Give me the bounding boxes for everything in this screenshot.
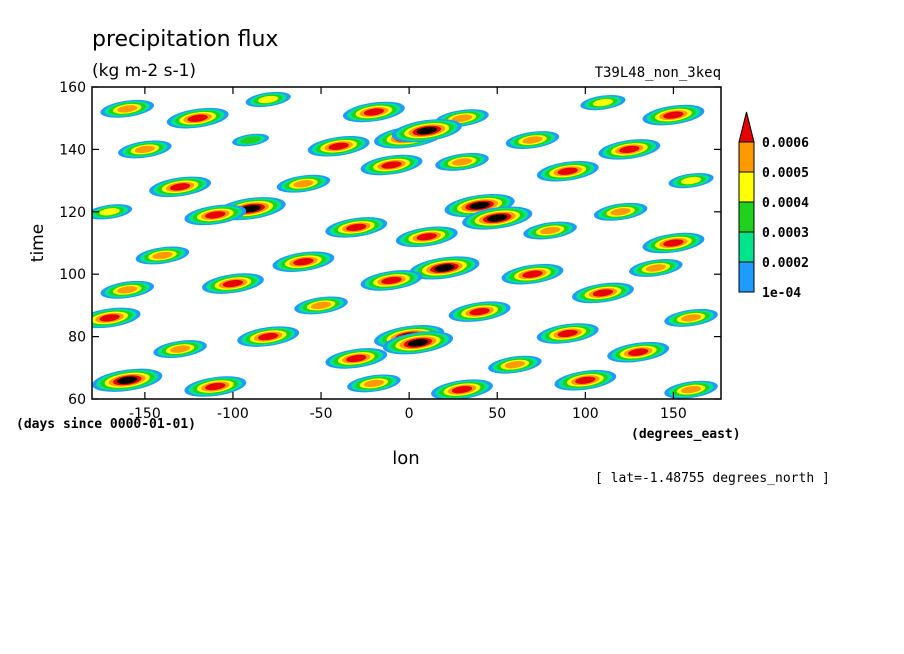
precip-cell: [431, 379, 493, 399]
y-tick-label: 60: [68, 392, 86, 408]
colorbar-label: 0.0003: [762, 226, 809, 241]
colorbar-segment: [738, 261, 755, 293]
y-axis-label: time: [28, 224, 48, 262]
precip-cell: [391, 119, 462, 143]
y-tick-label: 100: [59, 267, 86, 283]
precip-cell: [149, 176, 212, 198]
precip-cell: [166, 107, 229, 129]
precip-cell: [536, 323, 599, 344]
precip-cell: [92, 368, 163, 392]
precip-cell: [642, 104, 705, 126]
precip-cell: [276, 174, 331, 193]
x-tick-label: 50: [488, 406, 506, 422]
x-tick-label: -100: [217, 406, 249, 422]
precip-cell: [554, 370, 617, 391]
run-label: T39L48_non_3keq: [595, 65, 721, 81]
precip-cell: [245, 91, 291, 108]
colorbar-label: 0.0002: [762, 256, 809, 271]
precip-cell: [342, 101, 405, 123]
x-tick-label: -50: [310, 406, 333, 422]
precip-cell: [664, 380, 718, 399]
precip-cell: [593, 202, 648, 221]
precip-cell: [360, 154, 423, 176]
precip-cell: [629, 259, 683, 277]
plot-area: [91, 86, 722, 400]
precip-cell: [237, 326, 300, 347]
precip-cell: [294, 296, 348, 315]
precip-cell: [92, 307, 141, 329]
x-tick-label: 0: [405, 406, 414, 422]
precip-cell: [347, 374, 401, 393]
x-axis-units: (degrees_east): [631, 427, 741, 442]
colorbar-label: 0.0006: [762, 136, 809, 151]
precip-cell: [505, 131, 560, 149]
precip-cell: [202, 273, 264, 294]
precip-cell: [118, 140, 172, 159]
precip-cell: [153, 340, 207, 359]
precip-cell: [607, 341, 670, 363]
precip-cell: [100, 280, 154, 299]
precip-cell: [488, 355, 542, 374]
precip-cell: [395, 226, 458, 248]
precip-cell: [580, 94, 626, 111]
y-tick-label: 80: [68, 330, 86, 346]
x-axis-label: lon: [392, 448, 419, 469]
precip-cell: [272, 251, 335, 272]
precip-cell: [598, 139, 661, 160]
chart-units: (kg m-2 s-1): [92, 61, 196, 81]
precip-cell: [184, 376, 247, 397]
colorbar-label: 0.0005: [762, 166, 809, 181]
precip-cell: [668, 172, 714, 189]
precip-cell: [409, 256, 480, 280]
precip-cell: [572, 282, 634, 304]
y-tick-label: 160: [59, 80, 86, 96]
colorbar-label: 0.0004: [762, 196, 809, 211]
precip-cell: [92, 204, 133, 220]
precip-cell: [664, 308, 718, 327]
precip-cell: [642, 232, 705, 254]
colorbar-label: 1e-04: [762, 286, 801, 301]
precip-cell: [360, 270, 423, 291]
x-tick-label: 100: [572, 406, 599, 422]
colorbar-segment: [738, 171, 755, 203]
precip-cell: [501, 263, 564, 285]
y-axis-units: (days since 0000-01-01): [16, 417, 196, 432]
precip-cell: [325, 217, 388, 238]
y-tick-label: 140: [59, 142, 86, 158]
precip-cell: [215, 197, 286, 221]
colorbar-segment: [738, 201, 755, 233]
precip-cell: [325, 348, 388, 369]
precip-cell: [135, 246, 190, 265]
colorbar-arrow: [738, 111, 755, 143]
x-axis: -150 -100 -50 0 50 100 150: [129, 87, 687, 422]
colorbar: 1e-04 0.0002 0.0003 0.0004 0.0005 0.0006: [738, 111, 809, 301]
y-axis: 60 80 100 120 140 160: [59, 80, 721, 408]
precip-cell: [448, 301, 511, 322]
plot-frame: [91, 86, 722, 400]
slice-note: [ lat=-1.48755 degrees_north ]: [595, 471, 830, 486]
precip-cell: [232, 133, 270, 147]
x-tick-label: 150: [660, 406, 687, 422]
precip-cell: [523, 221, 577, 240]
precip-cell: [184, 204, 247, 226]
precip-cell: [536, 160, 599, 182]
precip-cell: [100, 99, 154, 118]
precip-cell: [462, 206, 533, 230]
precip-cell: [382, 331, 454, 355]
y-tick-label: 120: [59, 205, 86, 221]
colorbar-segment: [738, 141, 755, 173]
x-tick-label: -150: [129, 406, 161, 422]
chart-title: precipitation flux: [92, 27, 278, 52]
colorbar-segment: [738, 231, 755, 263]
precip-cell: [307, 136, 370, 157]
precip-cell: [435, 152, 489, 171]
